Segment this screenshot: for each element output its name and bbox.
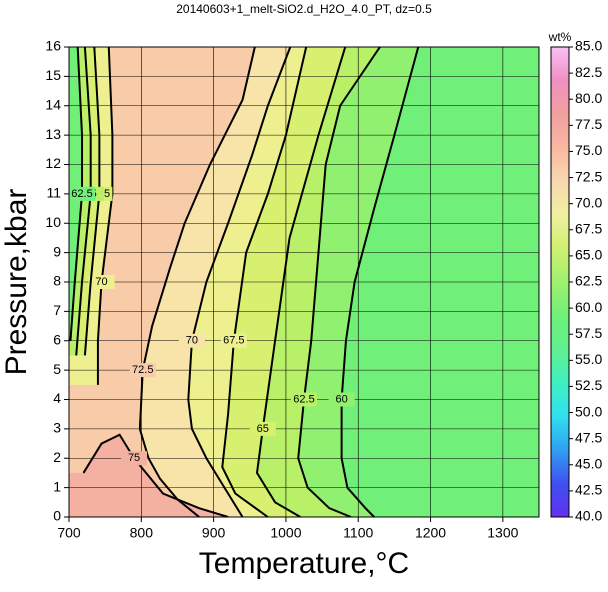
contour-line: [297, 47, 381, 517]
contour-label: 75: [128, 452, 140, 464]
contour-label: 72.5: [132, 364, 153, 376]
y-tick-label: 2: [53, 449, 61, 465]
colorbar-tick-label: 65.0: [575, 247, 602, 263]
contour-label-bg: [121, 451, 148, 466]
contour-line: [138, 47, 256, 517]
colorbar-tick-label: 67.5: [575, 220, 602, 236]
contour-label-bg: [291, 392, 317, 407]
axes: 700 800 900 1000 1100 1200 1300012345678910111…: [45, 38, 602, 541]
y-tick-label: 13: [45, 126, 61, 142]
colorbar-tick-label: 62.5: [575, 273, 602, 289]
contour-label-bg: [249, 421, 276, 436]
x-tick-label: 900: [202, 525, 226, 541]
contour-label: 62.5: [293, 393, 314, 405]
contour-label-bg: [220, 333, 247, 348]
contour-label: 67.5: [223, 335, 244, 347]
colorbar-tick-label: 55.0: [575, 351, 602, 367]
y-axis-label: Pressure,kbar: [0, 189, 33, 376]
x-tick-label: 700: [57, 525, 81, 541]
y-tick-label: 3: [53, 420, 61, 436]
y-tick-label: 10: [45, 214, 61, 230]
x-tick-label: 1100: [343, 525, 373, 541]
x-tick-label: 800: [130, 525, 154, 541]
contour-line: [96, 47, 114, 385]
colorbar-tick-label: 40.0: [575, 508, 602, 524]
contour-label-bg: [69, 186, 96, 201]
x-axis-label: Temperature,°C: [199, 547, 409, 580]
x-tick-label: 1300: [487, 525, 518, 541]
y-tick-label: 7: [53, 302, 61, 318]
colorbar-title: wt%: [548, 30, 572, 44]
y-tick-label: 1: [53, 478, 61, 494]
colorbar-tick-label: 72.5: [575, 168, 602, 184]
contour-label: 65: [257, 423, 269, 435]
colorbar-tick-label: 60.0: [575, 299, 602, 315]
colorbar-tick-label: 45.0: [575, 455, 602, 471]
y-tick-label: 14: [45, 96, 61, 112]
contour-line: [340, 47, 420, 517]
colorbar-tick-label: 47.5: [575, 429, 602, 445]
contour-label: 62.5: [71, 188, 92, 200]
y-tick-label: 6: [53, 331, 61, 347]
y-tick-label: 11: [46, 185, 61, 201]
y-tick-label: 4: [53, 390, 61, 406]
x-tick-label: 1000: [270, 525, 301, 541]
colorbar-tick-label: 80.0: [575, 90, 602, 106]
y-tick-label: 9: [53, 243, 61, 259]
contour-line: [255, 47, 347, 517]
contour-label-bg: [328, 392, 355, 407]
colorbar-tick-label: 57.5: [575, 325, 602, 341]
y-tick-label: 12: [45, 155, 61, 171]
colorbar-tick-label: 42.5: [575, 482, 602, 498]
x-tick-label: 1200: [415, 525, 446, 541]
contour-label-bg: [88, 275, 115, 289]
chart-title: 20140603+1_melt-SiO2.d_H2O_4.0_PT, dz=0.…: [176, 2, 432, 16]
contour-label: 60: [335, 393, 347, 405]
contour-label: 70: [95, 276, 107, 288]
colorbar-tick-label: 77.5: [575, 116, 602, 132]
contour-label: 70: [186, 335, 198, 347]
colorbar-tick-label: 50.0: [575, 403, 602, 419]
contour-label-bg: [178, 333, 205, 348]
colorbar-tick-label: 85.0: [575, 38, 602, 54]
y-tick-label: 0: [53, 508, 61, 524]
colorbar-tick-label: 70.0: [575, 194, 602, 210]
y-tick-label: 5: [53, 361, 61, 377]
y-tick-label: 15: [45, 67, 61, 83]
y-tick-label: 16: [45, 38, 61, 54]
colorbar-tick-label: 52.5: [575, 377, 602, 393]
y-tick-label: 8: [53, 273, 61, 289]
contour-label-bg: [129, 363, 156, 378]
colorbar-tick-label: 75.0: [575, 142, 602, 158]
colorbar: [550, 46, 570, 518]
colorbar-tick-label: 82.5: [575, 64, 602, 80]
